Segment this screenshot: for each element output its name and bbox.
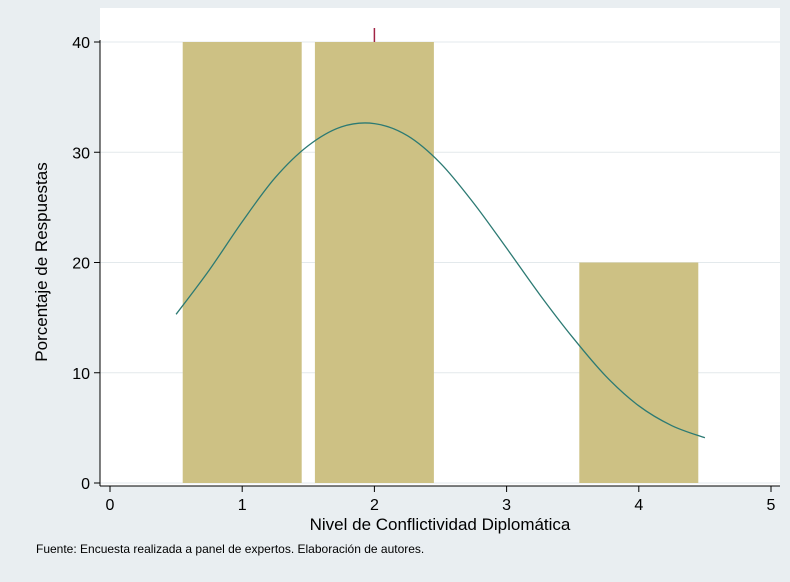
source-footnote: Fuente: Encuesta realizada a panel de ex… (36, 542, 425, 556)
y-tick-label: 40 (72, 35, 90, 52)
bars (182, 42, 699, 483)
density-curve (175, 122, 706, 439)
x-axis-title: Nivel de Conflictividad Diplomática (310, 515, 571, 534)
y-axis-title: Porcentaje de Respuestas (32, 162, 51, 361)
axes: 0 10 20 30 40 0 1 2 3 4 5 (72, 28, 780, 514)
x-tick-label: 5 (767, 497, 776, 514)
bar (182, 42, 302, 483)
y-tick-label: 20 (72, 256, 90, 273)
y-tick-label: 10 (72, 366, 90, 383)
bar (314, 42, 434, 483)
y-tick-label: 0 (81, 476, 90, 493)
x-tick-label: 2 (370, 497, 379, 514)
bar (579, 262, 699, 483)
y-tick-label: 30 (72, 145, 90, 162)
x-tick-label: 1 (238, 497, 247, 514)
x-tick-label: 3 (502, 497, 511, 514)
x-tick-label: 0 (106, 497, 115, 514)
x-tick-label: 4 (634, 497, 643, 514)
density-curve-group (175, 122, 706, 439)
